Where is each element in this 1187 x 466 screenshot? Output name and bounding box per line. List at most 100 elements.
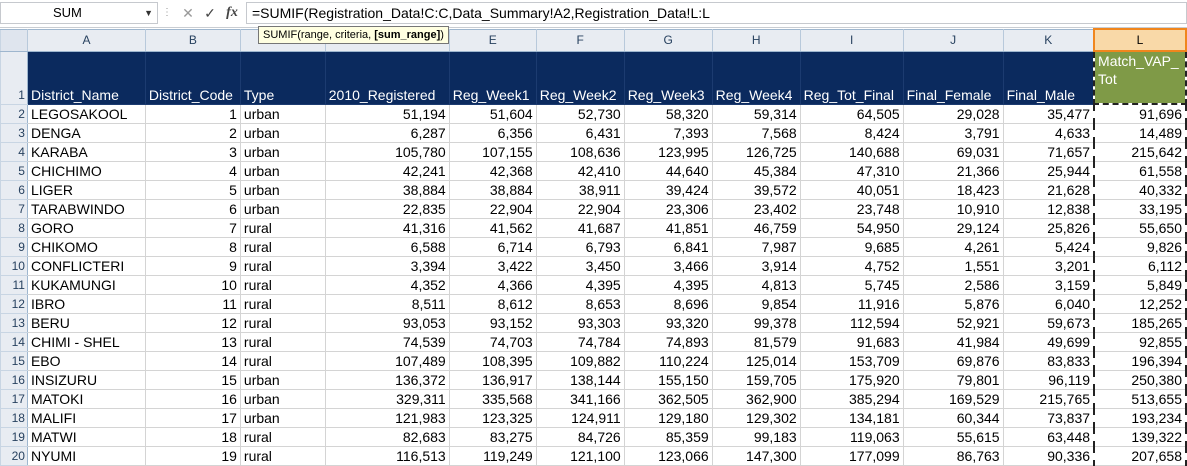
cell[interactable]: 42,241: [324, 161, 450, 181]
cell[interactable]: 22,904: [448, 199, 537, 219]
cell[interactable]: 2,586: [902, 275, 1004, 295]
column-header-b[interactable]: B: [144, 28, 241, 52]
cell[interactable]: 126,725: [711, 142, 801, 162]
cell[interactable]: 121,100: [535, 446, 625, 466]
cell[interactable]: rural: [239, 294, 326, 314]
cell[interactable]: 129,180: [623, 408, 713, 428]
cell[interactable]: 9,685: [799, 237, 904, 257]
cell[interactable]: 6,841: [623, 237, 713, 257]
insert-function-button[interactable]: fx: [226, 5, 238, 20]
cell[interactable]: 40,051: [799, 180, 904, 200]
cell[interactable]: urban: [239, 199, 326, 219]
header-cell[interactable]: Reg_Week4: [711, 50, 801, 105]
cell[interactable]: 6,112: [1093, 256, 1187, 276]
cell[interactable]: 69,876: [902, 351, 1004, 371]
cell[interactable]: 55,650: [1093, 218, 1187, 238]
cell[interactable]: 6,431: [535, 123, 625, 143]
cell[interactable]: 107,155: [448, 142, 537, 162]
cell[interactable]: 7,568: [711, 123, 801, 143]
cell[interactable]: 5: [144, 180, 241, 200]
cell[interactable]: 79,801: [902, 370, 1004, 390]
cell[interactable]: NYUMI: [26, 446, 146, 466]
cell[interactable]: 23,402: [711, 199, 801, 219]
column-header-l[interactable]: L: [1093, 28, 1187, 52]
cell[interactable]: rural: [239, 313, 326, 333]
column-header-a[interactable]: A: [26, 28, 146, 52]
cell[interactable]: CHICHIMO: [26, 161, 146, 181]
column-header-f[interactable]: F: [535, 28, 625, 52]
cell[interactable]: 74,893: [623, 332, 713, 352]
cell[interactable]: 4,813: [711, 275, 801, 295]
cell[interactable]: 3,159: [1002, 275, 1095, 295]
cell[interactable]: 42,410: [535, 161, 625, 181]
cell[interactable]: 58,320: [623, 103, 713, 124]
cell[interactable]: rural: [239, 275, 326, 295]
cell[interactable]: 8,511: [324, 294, 450, 314]
cell[interactable]: 215,765: [1002, 389, 1095, 409]
cell[interactable]: 22,835: [324, 199, 450, 219]
cell[interactable]: 18: [144, 427, 241, 447]
cell[interactable]: 3,450: [535, 256, 625, 276]
cell[interactable]: 123,325: [448, 408, 537, 428]
cell[interactable]: 4,395: [623, 275, 713, 295]
cell[interactable]: 108,395: [448, 351, 537, 371]
cell[interactable]: 40,332: [1093, 180, 1187, 200]
cell[interactable]: KUKAMUNGI: [26, 275, 146, 295]
cell[interactable]: 112,594: [799, 313, 904, 333]
row-header[interactable]: 17: [0, 389, 28, 409]
cell[interactable]: 23,748: [799, 199, 904, 219]
cell[interactable]: rural: [239, 218, 326, 238]
header-cell[interactable]: Final_Female: [902, 50, 1004, 105]
cell[interactable]: 6,287: [324, 123, 450, 143]
column-header-h[interactable]: H: [711, 28, 801, 52]
cell[interactable]: 1,551: [902, 256, 1004, 276]
cell[interactable]: LEGOSAKOOL: [26, 103, 146, 124]
cell[interactable]: INSIZURU: [26, 370, 146, 390]
cell[interactable]: 4,752: [799, 256, 904, 276]
cell[interactable]: 86,763: [902, 446, 1004, 466]
cell[interactable]: CONFLICTERI: [26, 256, 146, 276]
cell[interactable]: 54,950: [799, 218, 904, 238]
cell[interactable]: rural: [239, 427, 326, 447]
cell[interactable]: 59,314: [711, 103, 801, 124]
cell[interactable]: 3,422: [448, 256, 537, 276]
cell[interactable]: 185,265: [1093, 313, 1187, 333]
cell[interactable]: 105,780: [324, 142, 450, 162]
cell[interactable]: TARABWINDO: [26, 199, 146, 219]
cell[interactable]: 41,316: [324, 218, 450, 238]
cell[interactable]: 123,995: [623, 142, 713, 162]
cell[interactable]: 335,568: [448, 389, 537, 409]
cell[interactable]: 23,306: [623, 199, 713, 219]
column-header-k[interactable]: K: [1002, 28, 1095, 52]
cell[interactable]: 59,673: [1002, 313, 1095, 333]
cell[interactable]: IBRO: [26, 294, 146, 314]
cell[interactable]: 39,572: [711, 180, 801, 200]
cell[interactable]: 8,696: [623, 294, 713, 314]
row-header[interactable]: 4: [0, 142, 28, 162]
cell[interactable]: rural: [239, 256, 326, 276]
cell[interactable]: 5,424: [1002, 237, 1095, 257]
cell[interactable]: 85,359: [623, 427, 713, 447]
row-header[interactable]: 16: [0, 370, 28, 390]
cell[interactable]: 123,066: [623, 446, 713, 466]
cell[interactable]: 329,311: [324, 389, 450, 409]
cell[interactable]: 39,424: [623, 180, 713, 200]
cell[interactable]: 8,653: [535, 294, 625, 314]
cell[interactable]: 341,166: [535, 389, 625, 409]
cell[interactable]: 119,249: [448, 446, 537, 466]
cell[interactable]: 4,261: [902, 237, 1004, 257]
cell[interactable]: 92,855: [1093, 332, 1187, 352]
cell[interactable]: 362,505: [623, 389, 713, 409]
cell[interactable]: 96,119: [1002, 370, 1095, 390]
cell[interactable]: 110,224: [623, 351, 713, 371]
cell[interactable]: 41,984: [902, 332, 1004, 352]
cell[interactable]: 119,063: [799, 427, 904, 447]
cell[interactable]: 17: [144, 408, 241, 428]
cell[interactable]: 69,031: [902, 142, 1004, 162]
cell[interactable]: 93,152: [448, 313, 537, 333]
cell[interactable]: 84,726: [535, 427, 625, 447]
cell[interactable]: 3,201: [1002, 256, 1095, 276]
cell[interactable]: 12: [144, 313, 241, 333]
cell[interactable]: 385,294: [799, 389, 904, 409]
cell[interactable]: 5,849: [1093, 275, 1187, 295]
